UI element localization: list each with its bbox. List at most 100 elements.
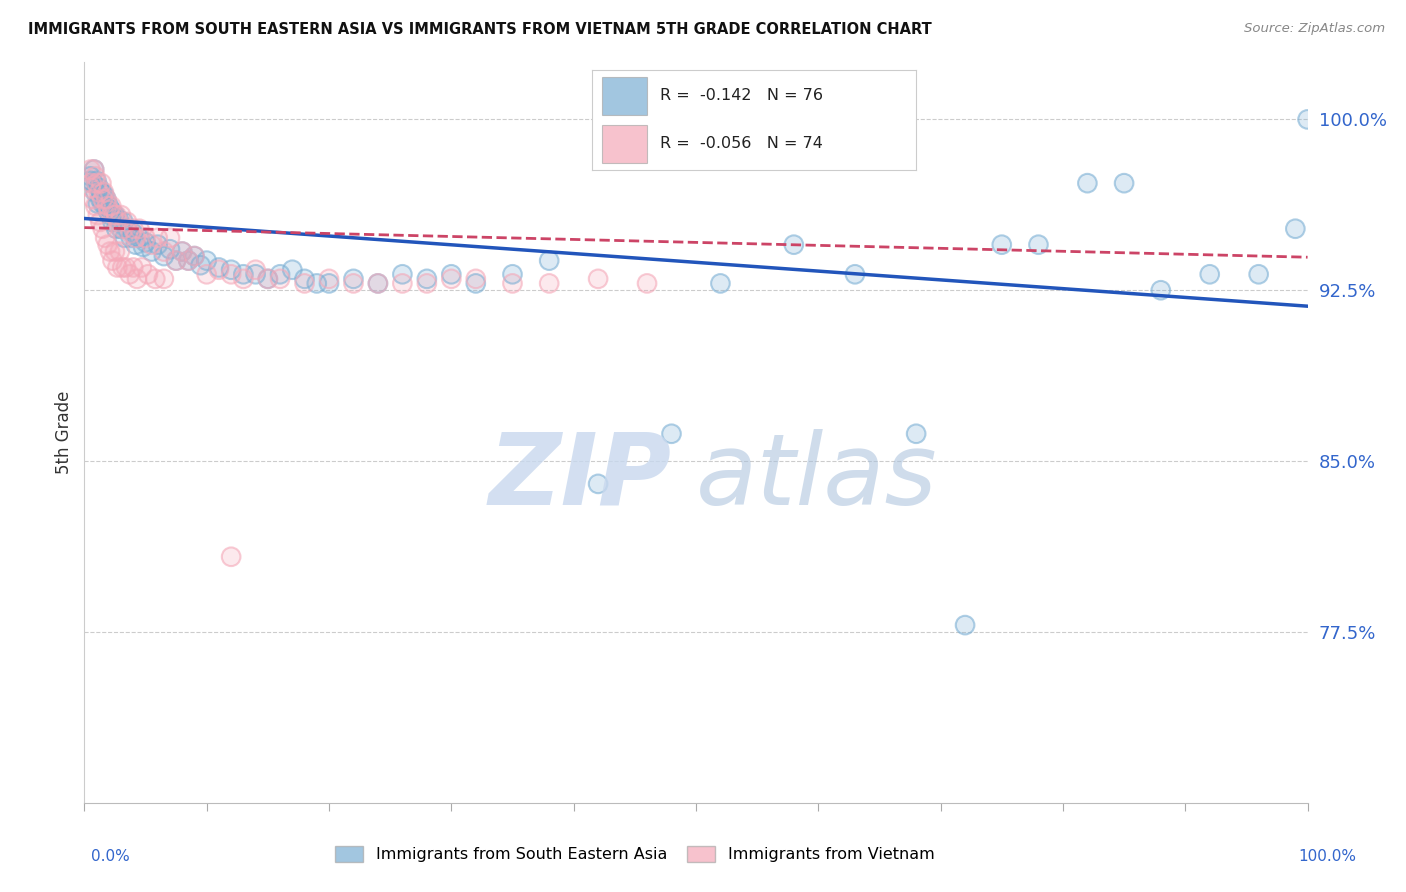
Point	[367, 277, 389, 291]
Point	[97, 199, 120, 213]
Point	[183, 249, 205, 263]
Point	[367, 277, 389, 291]
Point	[257, 272, 280, 286]
Point	[82, 176, 104, 190]
Point	[844, 268, 866, 282]
Point	[132, 240, 155, 254]
Point	[87, 186, 110, 200]
Point	[104, 244, 127, 259]
Point	[132, 240, 155, 254]
Point	[128, 221, 150, 235]
Text: ZIP: ZIP	[488, 428, 672, 525]
Point	[87, 180, 110, 194]
Point	[219, 549, 242, 564]
Point	[96, 192, 118, 206]
Point	[318, 272, 340, 286]
Point	[91, 196, 114, 211]
Point	[135, 231, 157, 245]
Point	[105, 260, 128, 275]
Point	[91, 196, 114, 211]
Point	[367, 277, 389, 291]
Point	[83, 162, 105, 177]
Point	[120, 227, 142, 241]
Point	[1247, 268, 1270, 282]
Point	[391, 277, 413, 291]
Point	[391, 268, 413, 282]
Point	[83, 162, 105, 177]
Point	[294, 272, 316, 286]
Point	[90, 176, 112, 190]
Point	[905, 426, 928, 441]
Point	[131, 260, 153, 275]
Point	[305, 277, 328, 291]
Point	[172, 244, 194, 259]
Point	[1076, 176, 1098, 190]
Point	[82, 192, 104, 206]
Point	[257, 272, 280, 286]
Point	[245, 268, 267, 282]
Text: 100.0%: 100.0%	[1299, 849, 1357, 864]
Point	[84, 186, 107, 200]
Point	[79, 169, 101, 184]
Point	[104, 208, 127, 222]
Point	[89, 192, 111, 206]
Y-axis label: 5th Grade: 5th Grade	[55, 391, 73, 475]
Point	[89, 192, 111, 206]
Point	[190, 258, 212, 272]
Point	[110, 221, 132, 235]
Point	[84, 169, 107, 184]
Point	[294, 277, 316, 291]
Point	[342, 272, 364, 286]
Point	[97, 237, 120, 252]
Point	[318, 277, 340, 291]
Point	[96, 192, 118, 206]
Text: IMMIGRANTS FROM SOUTH EASTERN ASIA VS IMMIGRANTS FROM VIETNAM 5TH GRADE CORRELAT: IMMIGRANTS FROM SOUTH EASTERN ASIA VS IM…	[28, 22, 932, 37]
Point	[464, 277, 486, 291]
Point	[183, 249, 205, 263]
Point	[107, 212, 129, 227]
Point	[115, 260, 138, 275]
Point	[195, 268, 218, 282]
Point	[183, 249, 205, 263]
Point	[1114, 176, 1136, 190]
Point	[115, 215, 138, 229]
Point	[114, 231, 136, 245]
Point	[114, 231, 136, 245]
Point	[83, 162, 105, 177]
Point	[120, 231, 142, 245]
Point	[416, 277, 439, 291]
Point	[502, 277, 524, 291]
Point	[141, 237, 163, 252]
Point	[118, 268, 141, 282]
Point	[636, 277, 658, 291]
Point	[100, 199, 122, 213]
Point	[111, 260, 134, 275]
Point	[112, 221, 135, 235]
Point	[367, 277, 389, 291]
Point	[195, 253, 218, 268]
Point	[1247, 268, 1270, 282]
Point	[97, 237, 120, 252]
Point	[1150, 283, 1173, 297]
Point	[440, 272, 463, 286]
Point	[153, 249, 176, 263]
Text: Source: ZipAtlas.com: Source: ZipAtlas.com	[1244, 22, 1385, 36]
Point	[97, 203, 120, 218]
Point	[159, 242, 181, 256]
Point	[844, 268, 866, 282]
Point	[245, 262, 267, 277]
Point	[190, 258, 212, 272]
Point	[1028, 237, 1050, 252]
Point	[502, 277, 524, 291]
Point	[991, 237, 1014, 252]
Point	[219, 549, 242, 564]
Point	[208, 262, 231, 277]
Point	[100, 203, 122, 218]
Point	[128, 231, 150, 245]
Point	[165, 253, 187, 268]
Point	[342, 277, 364, 291]
Point	[80, 176, 103, 190]
Point	[538, 277, 561, 291]
Point	[208, 260, 231, 275]
Point	[125, 237, 148, 252]
